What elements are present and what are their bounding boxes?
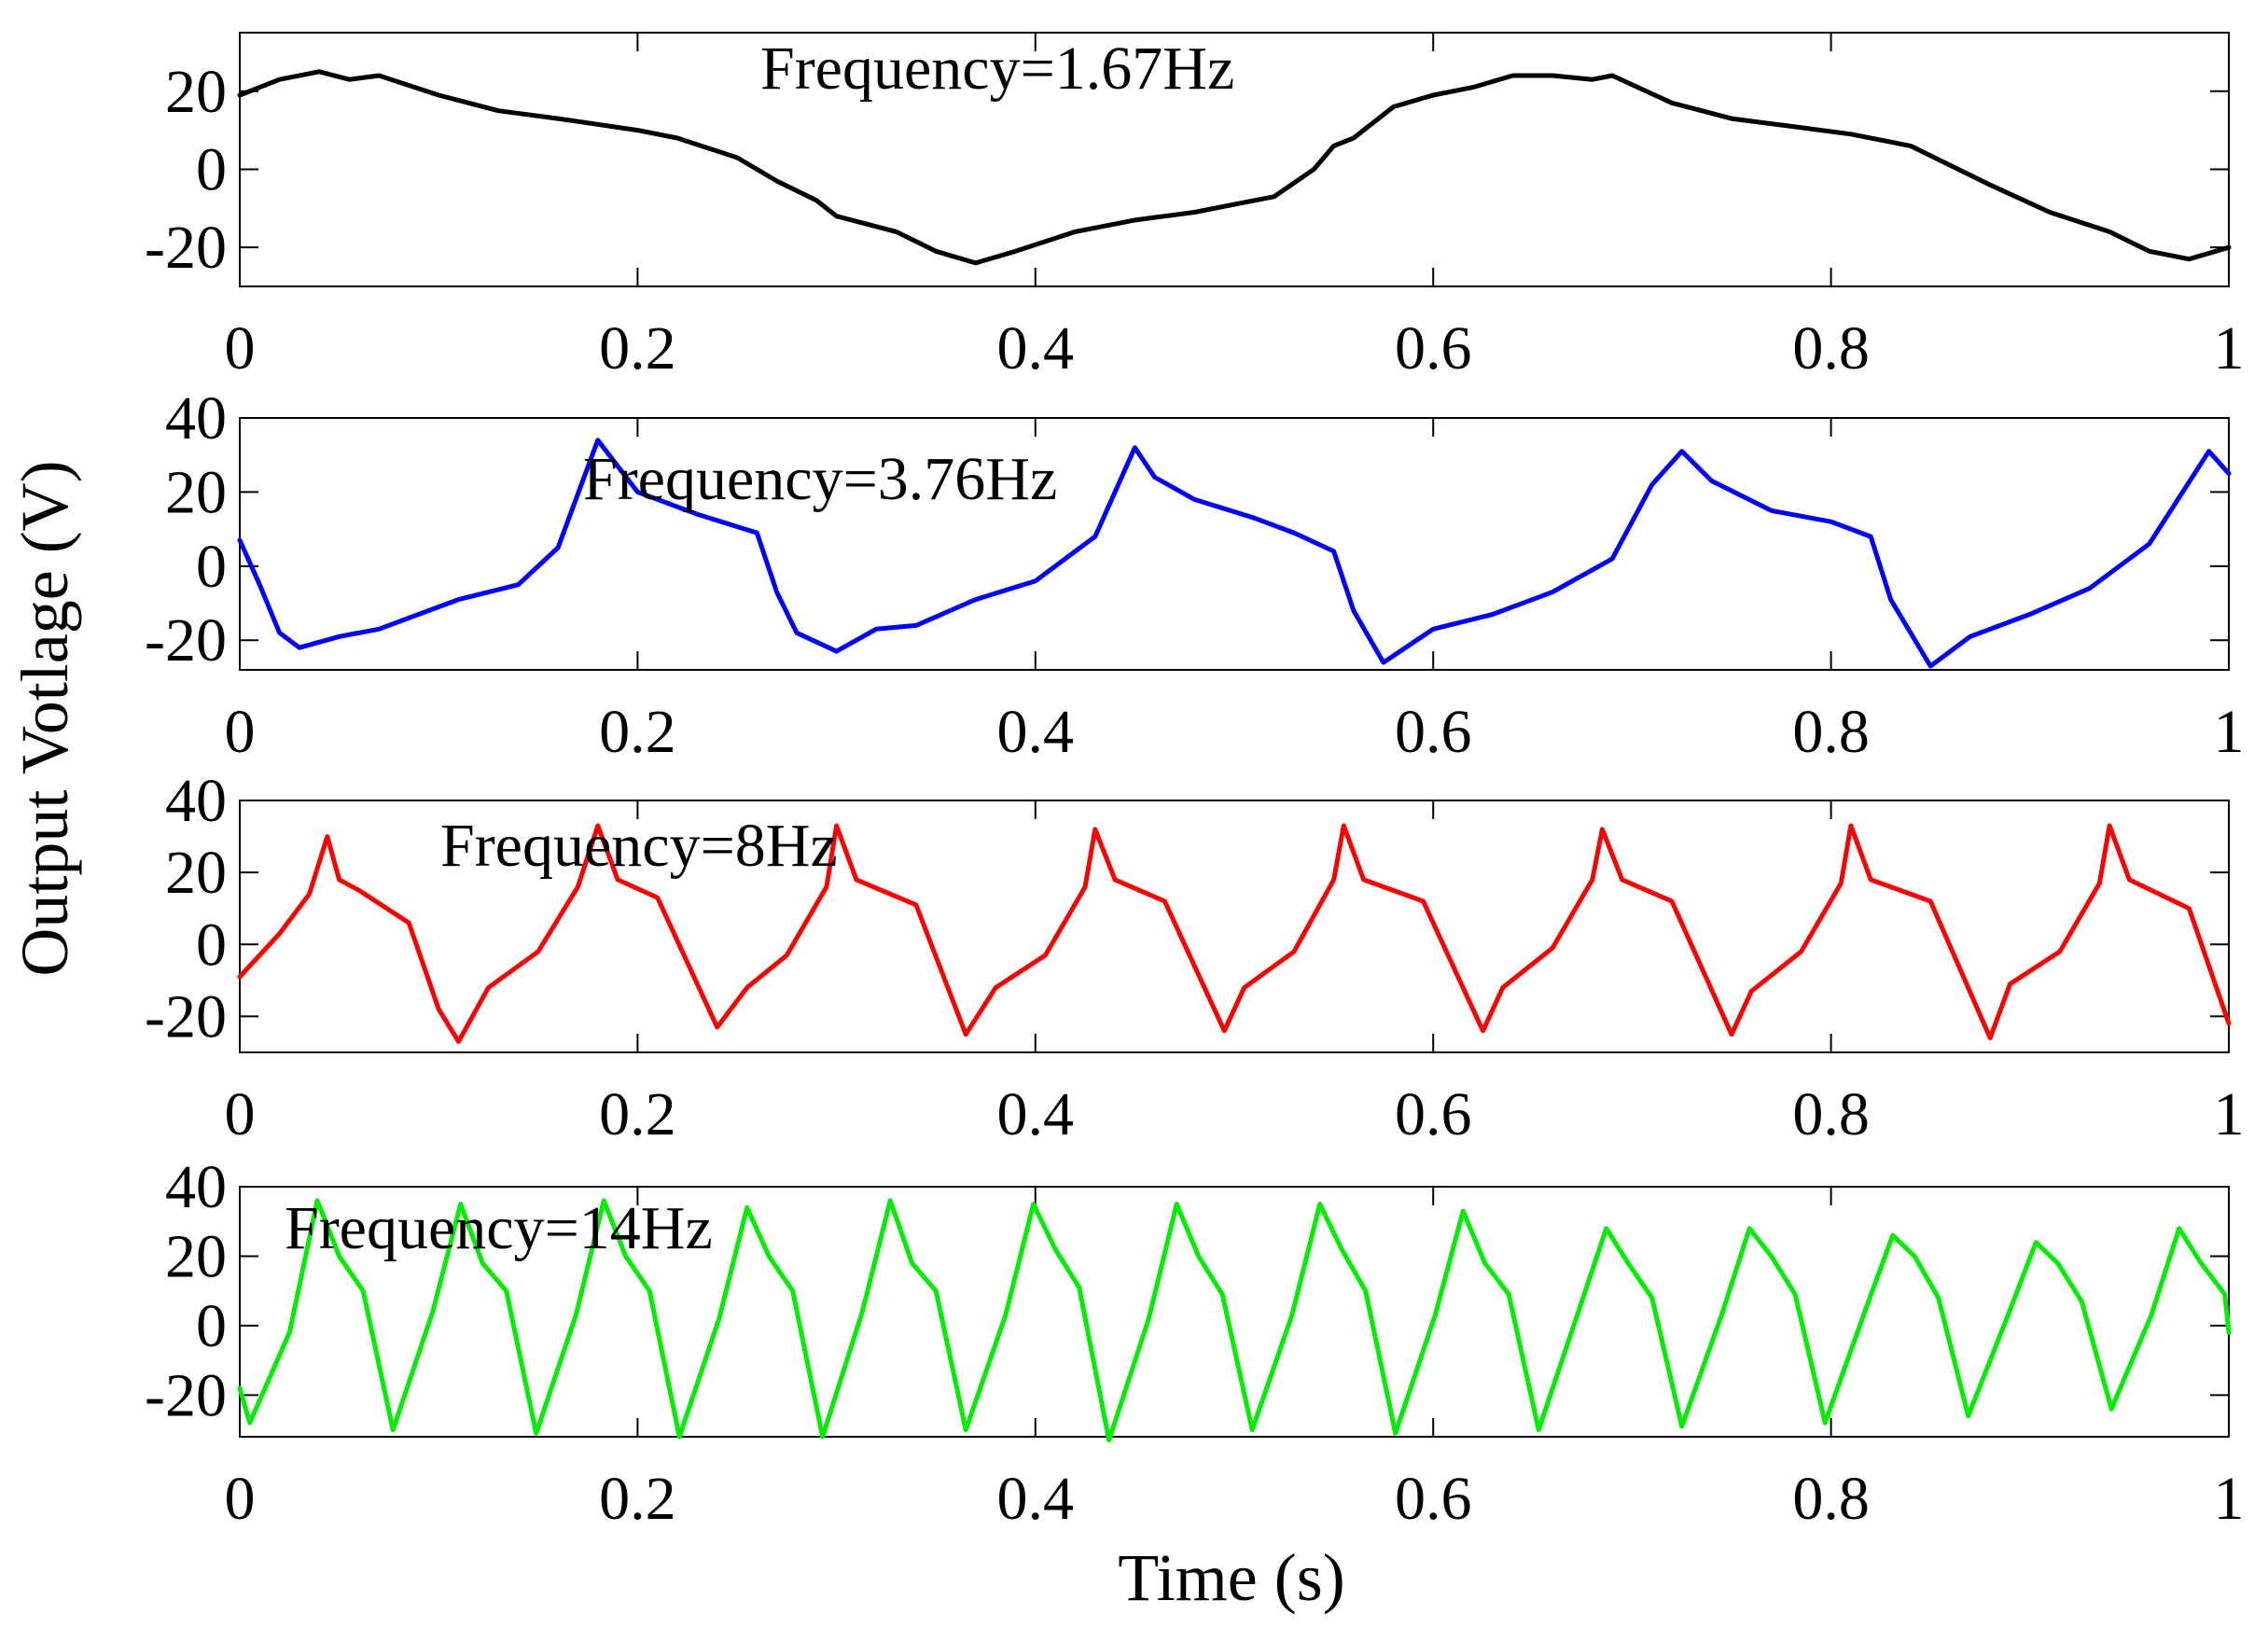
y-tick-label: 20 — [165, 58, 227, 126]
subplot-1: 0 0.2 0.4 0.6 0.8 1 20 0 -20 Frequency=1.67Hz — [145, 32, 2245, 383]
x-tick-label: 0.6 — [1395, 314, 1472, 383]
x-tick-label: 0 — [225, 1080, 256, 1148]
frequency-annotation: Frequency=14Hz — [285, 1194, 713, 1262]
x-tick-label: 1 — [2214, 1080, 2245, 1148]
x-tick-label: 0.2 — [599, 1080, 676, 1148]
y-axis-label: Output Votlage (V) — [7, 460, 82, 976]
y-tick-label: -20 — [145, 1361, 227, 1429]
x-tick-label: 0.2 — [599, 1465, 676, 1533]
y-tick-label: -20 — [145, 606, 227, 675]
series-line — [237, 438, 2232, 669]
x-tick-label: 0.8 — [1792, 1465, 1870, 1533]
x-tick-label: 0.2 — [599, 698, 676, 766]
y-tick-label: 0 — [196, 1292, 227, 1360]
y-tick-label: 40 — [165, 1153, 227, 1221]
axes-frame — [239, 800, 2230, 1053]
x-tick-label: 1 — [2214, 314, 2245, 383]
y-tick-label: 20 — [165, 458, 227, 526]
y-tick-label: 40 — [165, 384, 227, 452]
x-tick-label: 0.4 — [997, 698, 1075, 766]
series-line — [237, 1198, 2232, 1443]
frequency-annotation: Frequency=8Hz — [440, 812, 838, 880]
x-tick-label: 1 — [2214, 698, 2245, 766]
y-tick-label: 20 — [165, 839, 227, 907]
y-tick-label: 20 — [165, 1222, 227, 1290]
x-tick-label: 0.2 — [599, 314, 676, 383]
series-line — [237, 69, 2232, 266]
y-tick-label: -20 — [145, 214, 227, 282]
x-tick-label: 0.6 — [1395, 1465, 1472, 1533]
x-tick-label: 0 — [225, 698, 256, 766]
x-tick-label: 0.6 — [1395, 698, 1472, 766]
frequency-annotation: Frequency=3.76Hz — [583, 445, 1057, 513]
x-tick-label: 1 — [2214, 1465, 2245, 1533]
x-tick-label: 0.4 — [997, 314, 1075, 383]
x-tick-label: 0 — [225, 1465, 256, 1533]
x-tick-label: 0.4 — [997, 1465, 1075, 1533]
y-tick-label: 0 — [196, 533, 227, 601]
frequency-annotation: Frequency=1.67Hz — [760, 35, 1234, 103]
axes-frame — [239, 32, 2230, 287]
y-tick-label: 40 — [165, 767, 227, 835]
x-axis-label: Time (s) — [1118, 1540, 1344, 1615]
x-tick-label: 0.6 — [1395, 1080, 1472, 1148]
x-tick-label: 0 — [225, 314, 256, 383]
x-tick-label: 0.8 — [1792, 1080, 1870, 1148]
x-tick-label: 0.8 — [1792, 314, 1870, 383]
y-tick-label: 0 — [196, 911, 227, 979]
y-tick-label: -20 — [145, 982, 227, 1051]
x-tick-label: 0.4 — [997, 1080, 1075, 1148]
y-tick-label: 0 — [196, 135, 227, 203]
series-line — [237, 823, 2232, 1044]
x-tick-label: 0.8 — [1792, 698, 1870, 766]
